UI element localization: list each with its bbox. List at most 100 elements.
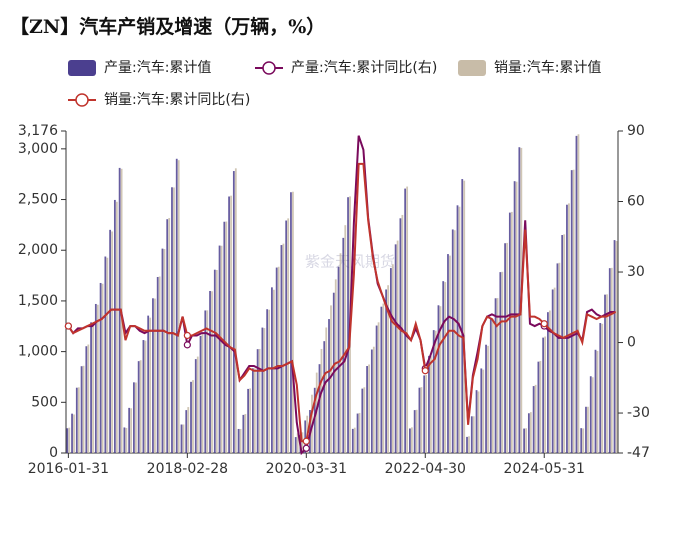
bar xyxy=(544,336,547,453)
bar xyxy=(356,413,359,453)
bar xyxy=(77,387,80,453)
legend-label: 销量:汽车:累计值 xyxy=(494,59,601,76)
bar xyxy=(568,203,570,453)
bar xyxy=(437,305,440,453)
bar xyxy=(242,414,245,453)
bar xyxy=(94,303,97,453)
bar xyxy=(461,179,464,453)
bar xyxy=(399,218,402,453)
bar xyxy=(599,323,602,453)
bar xyxy=(209,290,211,453)
bar xyxy=(106,257,109,453)
bar xyxy=(282,243,285,453)
bar xyxy=(372,346,375,453)
bar xyxy=(491,318,494,453)
bar xyxy=(92,322,94,453)
bar xyxy=(237,428,240,453)
y-tick-label: 1,000 xyxy=(18,344,58,360)
bar xyxy=(147,315,150,453)
bar xyxy=(101,283,104,453)
y2-tick-label: -47 xyxy=(627,445,650,461)
bar xyxy=(230,195,232,453)
y2-tick-label: 90 xyxy=(627,123,645,139)
bar xyxy=(458,206,461,453)
bar xyxy=(109,229,112,453)
bar xyxy=(156,276,159,453)
bar xyxy=(261,327,264,453)
bar xyxy=(542,337,545,453)
bar xyxy=(425,375,428,453)
bar xyxy=(411,427,413,453)
bar xyxy=(154,298,156,453)
bar xyxy=(363,387,366,453)
bar xyxy=(144,340,147,453)
bar xyxy=(273,289,275,453)
bar xyxy=(358,412,361,453)
bar xyxy=(337,266,340,453)
bar xyxy=(325,327,328,453)
bar xyxy=(487,345,489,453)
bar xyxy=(285,220,288,453)
bar xyxy=(180,424,183,453)
x-tick-label: 2018-02-28 xyxy=(147,461,228,477)
bar xyxy=(442,281,445,453)
bar xyxy=(608,268,611,453)
bar xyxy=(263,328,266,453)
legend-label: 产量:汽车:累计值 xyxy=(104,59,211,76)
bar xyxy=(406,186,409,453)
bar xyxy=(271,287,273,453)
legend-swatch xyxy=(458,60,486,76)
bar xyxy=(163,249,166,453)
bar xyxy=(606,294,608,453)
bar xyxy=(553,287,556,453)
bar xyxy=(558,262,561,453)
bar xyxy=(139,360,142,453)
bar xyxy=(133,382,135,453)
bar xyxy=(251,368,254,453)
y2-tick-label: 60 xyxy=(627,194,645,210)
bar xyxy=(534,384,537,453)
line-marker xyxy=(64,322,72,330)
bar xyxy=(556,263,559,453)
bar xyxy=(96,304,99,453)
bar xyxy=(173,187,175,453)
bar xyxy=(537,361,540,453)
bar xyxy=(409,428,411,453)
bar xyxy=(290,192,292,454)
bar xyxy=(168,217,171,453)
bar xyxy=(152,298,154,453)
bar xyxy=(123,427,126,453)
legend-label: 产量:汽车:累计同比(右) xyxy=(291,59,437,76)
bar xyxy=(468,436,470,453)
bar xyxy=(268,309,271,453)
bar xyxy=(113,199,116,453)
bar xyxy=(591,377,594,453)
bar xyxy=(561,235,564,453)
bar xyxy=(389,268,392,453)
bar xyxy=(577,134,580,454)
bar xyxy=(320,348,323,453)
bar xyxy=(334,279,337,453)
bar xyxy=(87,344,90,453)
bar xyxy=(375,325,378,453)
bar xyxy=(90,322,92,453)
bar xyxy=(396,240,399,453)
bar xyxy=(385,289,388,453)
bar xyxy=(149,317,152,453)
legend-swatch xyxy=(75,93,89,107)
bar xyxy=(275,267,278,453)
bar xyxy=(280,245,283,453)
line-marker xyxy=(540,320,548,328)
bar xyxy=(451,229,454,453)
bar xyxy=(423,375,426,453)
bar xyxy=(228,196,230,453)
bar xyxy=(253,368,256,453)
bar xyxy=(104,256,107,453)
bar xyxy=(99,282,102,453)
bar xyxy=(604,294,606,453)
bar xyxy=(328,319,330,453)
bar xyxy=(196,356,199,453)
bar xyxy=(294,437,297,453)
bar xyxy=(244,413,247,453)
